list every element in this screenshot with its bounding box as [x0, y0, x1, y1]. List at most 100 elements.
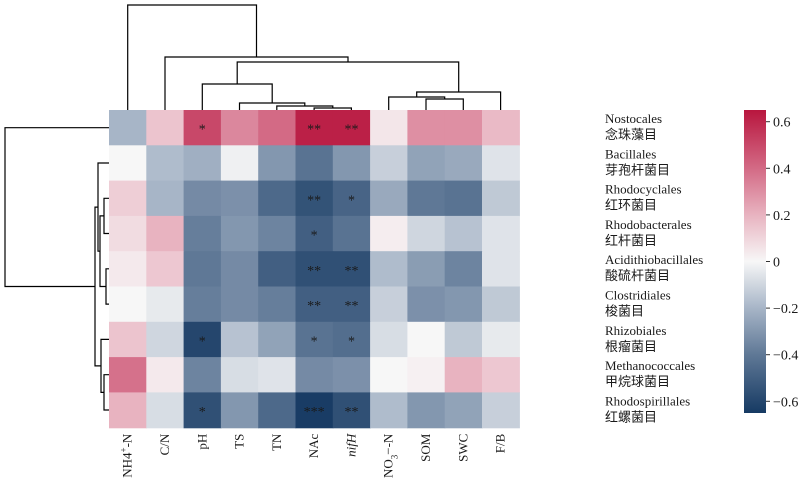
heatmap-cell [220, 180, 259, 217]
heatmap-cell [444, 286, 483, 323]
heatmap-cell [295, 286, 334, 323]
heatmap-cell [295, 357, 334, 393]
heatmap-cell [444, 321, 483, 358]
heatmap-cell [220, 145, 259, 182]
row-label-zh: 酸硫杆菌目 [605, 269, 670, 284]
heatmap-cell [220, 110, 259, 146]
column-labels: NH4+-N C/N pH TS TN NAc nifH NO3−-N SOM SWC F/B [119, 433, 508, 478]
heatmap-cell [183, 392, 222, 429]
heatmap-cell [109, 251, 147, 288]
heatmap-cell [109, 110, 147, 146]
heatmap-cell [444, 357, 483, 393]
heatmap-cell [444, 392, 483, 429]
significance-mark: ** [344, 264, 358, 279]
heatmap-cell [444, 215, 483, 252]
heatmap-cell [220, 251, 259, 288]
row-label-zh: 念珠藻目 [605, 127, 657, 143]
dendrogram-branch [103, 197, 109, 235]
row-label-en: Methanococcales [605, 358, 695, 373]
heatmap-cell [482, 110, 520, 146]
significance-mark: * [311, 334, 318, 349]
significance-marks: * ** **** **** **** *** * ** *** ** [199, 123, 359, 420]
heatmap-cell [444, 251, 483, 288]
colorbar-gradient [744, 110, 766, 413]
column-label-fb: F/B [493, 433, 508, 453]
heatmap-cell [370, 392, 408, 429]
heatmap-cell [109, 145, 147, 182]
heatmap-cell [370, 286, 408, 323]
significance-mark: * [348, 334, 355, 349]
heatmap-cell [146, 321, 185, 358]
heatmap-cell [370, 215, 408, 252]
row-label-en: Bacillales [605, 146, 656, 161]
row-label-en: Rhodobacterales [605, 217, 692, 232]
heatmap-cell [407, 215, 446, 252]
row-dendrogram [4, 127, 109, 411]
column-label-ts: TS [232, 434, 247, 449]
heatmap-cell [258, 286, 297, 323]
heatmap-cell [444, 110, 483, 146]
heatmap-cell [370, 251, 408, 288]
column-label-nifh: nifH [343, 433, 358, 457]
heatmap-cell [482, 251, 520, 288]
significance-mark: ** [344, 299, 358, 314]
heatmap-cell [146, 286, 185, 323]
significance-mark: * [199, 334, 206, 349]
column-label-som: SOM [418, 433, 433, 462]
colorbar-tick-label: 0.2 [773, 209, 791, 224]
heatmap-cell [295, 145, 334, 182]
heatmap-cell [295, 392, 334, 429]
heatmap-cell [370, 110, 408, 146]
heatmap-cell [370, 180, 408, 217]
colorbar-tick-label: 0.6 [773, 116, 791, 131]
heatmap-cell [407, 321, 446, 358]
column-label-nh4n: NH4+-N [119, 433, 135, 478]
heatmap-cell [370, 321, 408, 358]
row-label-zh: 红环菌目 [605, 198, 657, 214]
heatmap-cell [109, 215, 147, 252]
dendrogram-branch [100, 338, 109, 393]
dendrogram-branch [105, 268, 109, 305]
significance-mark: ** [344, 123, 358, 138]
dendrogram-branch [425, 98, 464, 110]
heatmap-cell [109, 286, 147, 323]
heatmap-cell [407, 286, 446, 323]
dendrogram-branch [313, 107, 352, 110]
row-label: Bacillales 芽孢杆菌目 [605, 146, 670, 178]
heatmap-cell [407, 110, 446, 146]
significance-mark: * [348, 193, 355, 208]
colorbar-tick-label: −0.2 [773, 302, 798, 317]
heatmap-cell [332, 251, 371, 288]
heatmap-cell [332, 286, 371, 323]
heatmap-cell [258, 215, 297, 252]
heatmap-cell [220, 357, 259, 393]
heatmap-cell [295, 180, 334, 217]
heatmap-cell [183, 215, 222, 252]
heatmap-cell [146, 145, 185, 182]
heatmap-cell [370, 145, 408, 182]
row-label-en: Rhizobiales [605, 323, 666, 338]
significance-mark: *** [304, 405, 325, 420]
heatmap-cell [146, 357, 185, 393]
dendrogram-branch [4, 127, 109, 288]
heatmap-cell [295, 110, 334, 146]
row-label-zh: 芽孢杆菌目 [605, 163, 670, 178]
heatmap-cell [146, 215, 185, 252]
heatmap-cell [146, 392, 185, 429]
significance-mark: * [199, 405, 206, 420]
heatmap-cell [183, 110, 222, 146]
significance-mark: * [311, 229, 318, 244]
heatmap-cell [183, 357, 222, 393]
heatmap-cell [258, 321, 297, 358]
dendrogram-branch [201, 83, 273, 110]
heatmap-cell [220, 321, 259, 358]
heatmap-cell [109, 321, 147, 358]
heatmap-cell [332, 180, 371, 217]
heatmap-cell [444, 180, 483, 217]
colorbar-tick-label: −0.6 [773, 395, 798, 410]
